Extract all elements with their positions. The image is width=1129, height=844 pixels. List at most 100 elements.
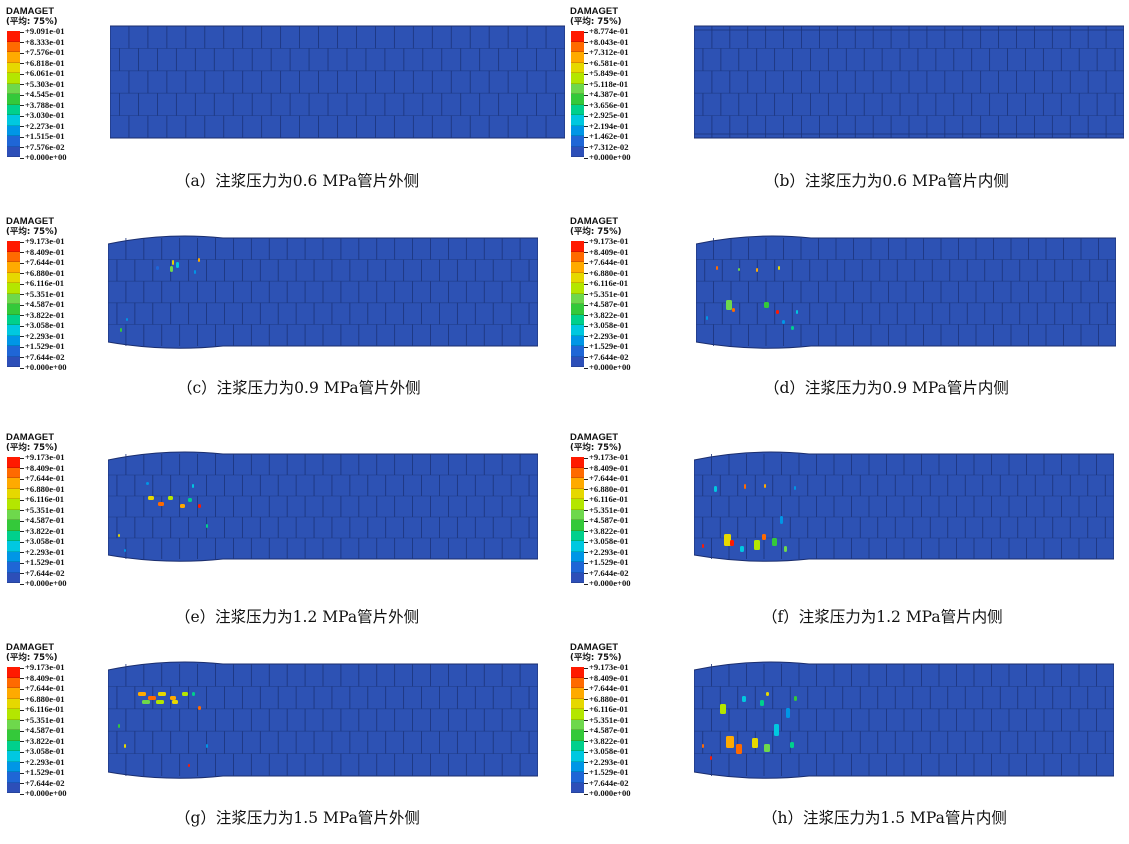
legend-colorbar [7, 667, 20, 793]
damage-hotspot [172, 260, 174, 265]
legend-value: +8.043e-01 [584, 37, 631, 48]
legend-value: +8.409e-01 [20, 673, 67, 684]
legend-value: +3.656e-01 [584, 100, 631, 111]
legend-value: +5.351e-01 [20, 505, 67, 516]
damage-hotspot [730, 540, 734, 546]
legend-swatch [571, 62, 584, 73]
damage-hotspot [710, 756, 712, 760]
legend-value: +4.545e-01 [20, 89, 67, 100]
panel-caption: （h）注浆压力为1.5 MPa管片内侧 [762, 809, 1007, 827]
segment-contour-plot [694, 25, 1124, 139]
legend-swatch [571, 467, 584, 478]
legend-labels: +9.173e-01 +8.409e-01 +7.644e-01 +6.880e… [584, 452, 631, 594]
damage-hotspot [756, 268, 758, 272]
damage-hotspot [188, 764, 190, 767]
legend-value: +1.529e-01 [20, 341, 67, 352]
damage-hotspot [138, 692, 146, 696]
legend-value: +8.333e-01 [20, 37, 67, 48]
damage-hotspot [158, 692, 166, 696]
damage-hotspot [736, 744, 742, 754]
legend-swatch [571, 677, 584, 688]
legend-swatch [7, 31, 20, 42]
legend-colorbar [571, 667, 584, 793]
legend-swatch [7, 562, 20, 573]
legend-value: +5.849e-01 [584, 68, 631, 79]
legend-swatch [7, 41, 20, 52]
legend-subtitle: (平均: 75%) [6, 227, 58, 237]
legend-value: +6.061e-01 [20, 68, 67, 79]
legend-value: +5.303e-01 [20, 79, 67, 90]
legend-value: +4.587e-01 [584, 725, 631, 736]
damage-hotspot [188, 498, 192, 502]
legend-value: +0.000e+00 [20, 362, 67, 373]
damage-legend: DAMAGET (平均: 75%) +9.173e-01 +8.409e-01 … [6, 216, 116, 372]
legend-swatch [7, 241, 20, 252]
legend-value: +6.818e-01 [20, 58, 67, 69]
legend-swatch [571, 241, 584, 252]
legend-title: DAMAGET [570, 642, 619, 653]
legend-value: +3.058e-01 [20, 320, 67, 331]
damage-hotspot [194, 270, 196, 274]
legend-value: +3.058e-01 [584, 536, 631, 547]
damage-hotspot [782, 320, 785, 324]
legend-colorbar [571, 31, 584, 157]
legend-swatch [571, 314, 584, 325]
legend-swatch [7, 125, 20, 136]
legend-value: +7.644e-01 [20, 683, 67, 694]
damage-hotspot [752, 738, 758, 748]
legend-value: +2.293e-01 [584, 331, 631, 342]
legend-swatch [571, 698, 584, 709]
damage-hotspot [206, 524, 208, 528]
segment-contour-plot [694, 451, 1114, 562]
damage-hotspot [762, 534, 766, 540]
legend-value: +1.529e-01 [584, 557, 631, 568]
legend-swatch [7, 478, 20, 489]
damage-hotspot [794, 486, 796, 490]
legend-value: +6.116e-01 [20, 278, 67, 289]
damage-hotspot [786, 708, 790, 718]
legend-value: +7.644e-01 [20, 257, 67, 268]
damage-hotspot [784, 546, 787, 552]
legend-swatch [571, 688, 584, 699]
legend-value: +0.000e+00 [584, 578, 631, 589]
legend-swatch [7, 772, 20, 783]
legend-value: +6.116e-01 [584, 494, 631, 505]
legend-value: +7.644e-01 [584, 683, 631, 694]
panel-f: DAMAGET (平均: 75%) +9.173e-01 +8.409e-01 … [564, 426, 1128, 634]
legend-value: +1.515e-01 [20, 131, 67, 142]
damage-hotspot [702, 544, 704, 548]
legend-value: +2.293e-01 [20, 547, 67, 558]
legend-swatch [571, 541, 584, 552]
legend-swatch [7, 688, 20, 699]
legend-value: +6.116e-01 [20, 494, 67, 505]
panel-e: DAMAGET (平均: 75%) +9.173e-01 +8.409e-01 … [0, 426, 564, 634]
legend-swatch [7, 761, 20, 772]
legend-title: DAMAGET [6, 432, 55, 443]
legend-swatch [7, 572, 20, 583]
mesh-grid [108, 454, 538, 559]
legend-swatch [571, 346, 584, 357]
legend-swatch [571, 115, 584, 126]
legend-value: +3.822e-01 [20, 310, 67, 321]
legend-labels: +8.774e-01 +8.043e-01 +7.312e-01 +6.581e… [584, 26, 631, 168]
mesh-grid [108, 238, 538, 346]
legend-swatch [7, 272, 20, 283]
legend-subtitle: (平均: 75%) [6, 653, 58, 663]
damage-hotspot [794, 696, 797, 701]
legend-value: +7.312e-01 [584, 47, 631, 58]
legend-labels: +9.173e-01 +8.409e-01 +7.644e-01 +6.880e… [584, 662, 631, 804]
damage-hotspot [726, 300, 732, 310]
legend-value: +3.058e-01 [584, 746, 631, 757]
legend-value: +7.576e-02 [20, 142, 67, 153]
legend-value: +6.116e-01 [584, 704, 631, 715]
legend-subtitle: (平均: 75%) [570, 227, 622, 237]
damage-hotspot [126, 318, 128, 321]
legend-value: +6.116e-01 [584, 278, 631, 289]
legend-swatch [571, 530, 584, 541]
legend-swatch [7, 667, 20, 678]
legend-value: +8.409e-01 [584, 247, 631, 258]
damage-legend: DAMAGET (平均: 75%) +9.173e-01 +8.409e-01 … [6, 642, 116, 798]
damage-hotspot [148, 496, 154, 500]
damage-hotspot [180, 504, 185, 508]
legend-swatch [7, 499, 20, 510]
